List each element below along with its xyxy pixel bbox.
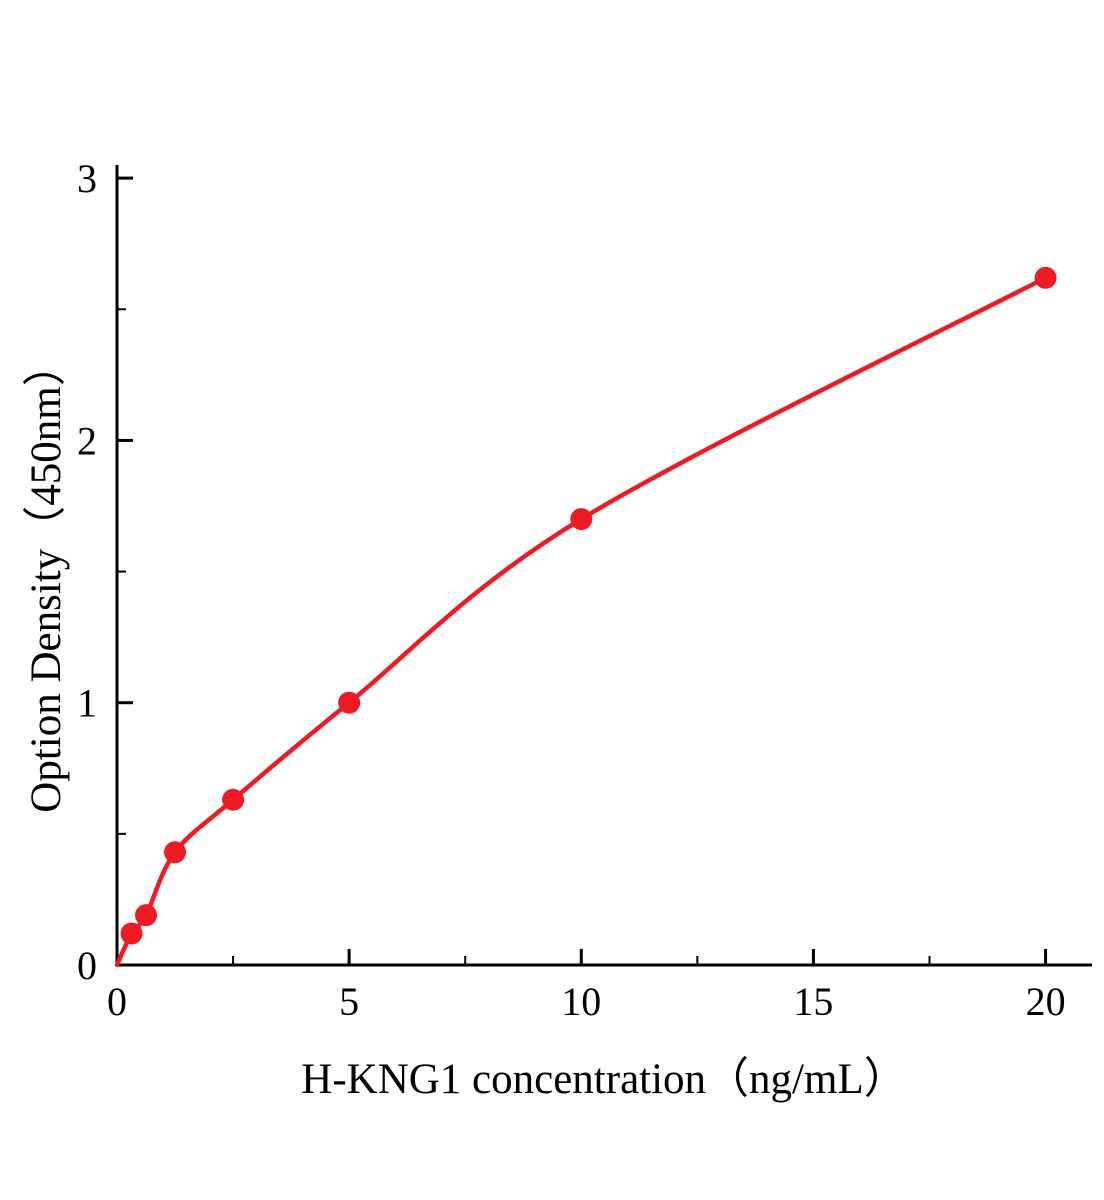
x-axis-title: H-KNG1 concentration（ng/mL） (301, 1056, 907, 1103)
x-tick-label: 15 (793, 979, 833, 1024)
data-point (570, 508, 593, 531)
data-point (135, 904, 158, 927)
data-point (338, 691, 361, 714)
axes-lines (115, 165, 1092, 967)
data-point (120, 922, 143, 945)
y-tick-label: 2 (77, 418, 97, 463)
x-tick-label: 0 (107, 979, 127, 1024)
x-tick-label: 5 (339, 979, 359, 1024)
y-tick-label: 1 (77, 681, 97, 726)
data-point (222, 788, 245, 811)
x-tick-label: 20 (1026, 979, 1066, 1024)
y-axis-title: Option Density（450nm） (23, 343, 70, 813)
fit-curve (114, 275, 1048, 968)
y-tick-label: 3 (77, 156, 97, 201)
y-tick-label: 0 (77, 943, 97, 988)
x-tick-label: 10 (561, 979, 601, 1024)
data-point (164, 841, 187, 864)
data-point (1034, 266, 1057, 289)
